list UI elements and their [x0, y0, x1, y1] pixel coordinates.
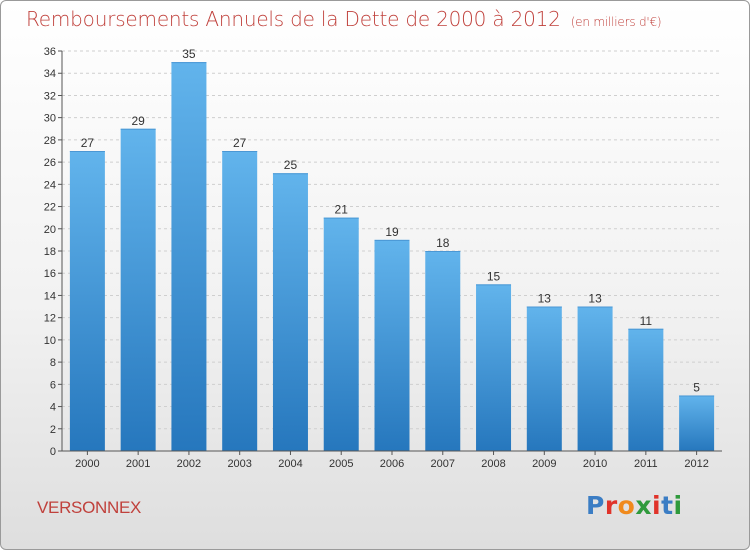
x-tick-label: 2011 — [634, 458, 658, 470]
bar-2011 — [628, 328, 664, 451]
y-tick-label: 34 — [44, 68, 56, 80]
x-tick-label: 2008 — [481, 458, 505, 470]
y-tick-label: 26 — [44, 157, 56, 169]
bar-2010 — [577, 306, 613, 451]
logo-letter: o — [617, 491, 636, 520]
data-label: 5 — [693, 380, 700, 394]
y-tick-label: 16 — [44, 268, 56, 280]
y-tick-label: 18 — [44, 246, 56, 258]
y-tick-label: 6 — [50, 379, 56, 391]
y-tick-label: 12 — [44, 313, 56, 325]
data-label: 18 — [436, 236, 450, 250]
data-label: 13 — [538, 292, 552, 306]
bar-2012 — [679, 395, 715, 451]
bar-2002 — [171, 62, 207, 451]
data-label: 25 — [284, 158, 298, 172]
data-label: 19 — [385, 225, 399, 239]
data-label: 13 — [588, 292, 602, 306]
data-label: 27 — [81, 136, 95, 150]
x-tick-label: 2009 — [532, 458, 556, 470]
data-label: 27 — [233, 136, 247, 150]
y-tick-label: 2 — [50, 424, 56, 436]
y-tick-label: 4 — [50, 402, 56, 414]
chart-subtitle: (en milliers d'€) — [570, 15, 662, 29]
y-tick-label: 28 — [44, 135, 56, 147]
y-tick-label: 20 — [44, 224, 56, 236]
y-tick-label: 22 — [44, 202, 56, 214]
chart-title: Remboursements Annuels de la Dette de 20… — [26, 7, 662, 31]
bar-2008 — [476, 284, 512, 451]
y-tick-label: 36 — [44, 46, 56, 58]
bar-2001 — [120, 128, 156, 451]
bar-2004 — [272, 173, 308, 451]
logo-letter: t — [661, 491, 674, 520]
commune-name: VERSONNEX — [37, 498, 142, 517]
x-tick-label: 2003 — [227, 458, 251, 470]
y-tick-label: 24 — [44, 179, 56, 191]
y-tick-label: 14 — [44, 290, 56, 302]
data-label: 21 — [335, 203, 349, 217]
x-tick-label: 2010 — [583, 458, 607, 470]
bar-2003 — [222, 151, 258, 451]
bar-2009 — [526, 306, 562, 451]
proxiti-logo: Proxiti — [586, 491, 683, 520]
y-tick-label: 30 — [44, 113, 56, 125]
bar-2000 — [69, 151, 105, 451]
data-label: 35 — [182, 47, 196, 61]
logo-letter: x — [635, 491, 652, 520]
chart-title-text: Remboursements Annuels de la Dette de 20… — [26, 7, 561, 31]
x-tick-label: 2005 — [329, 458, 353, 470]
x-tick-label: 2007 — [431, 458, 455, 470]
bar-2006 — [374, 239, 410, 451]
x-tick-label: 2006 — [380, 458, 404, 470]
y-tick-label: 10 — [44, 335, 56, 347]
bars: 27 29 35 27 25 21 19 18 15 13 13 11 5 — [69, 47, 715, 451]
logo-letter: r — [604, 491, 618, 520]
data-label: 29 — [131, 114, 145, 128]
x-tick-label: 2002 — [177, 458, 201, 470]
y-tick-label: 8 — [50, 357, 56, 369]
logo-letter: i — [652, 491, 662, 520]
logo-letter: i — [673, 491, 683, 520]
x-tick-label: 2000 — [75, 458, 99, 470]
data-label: 11 — [640, 314, 653, 328]
y-tick-label: 32 — [44, 90, 56, 102]
bar-2005 — [323, 217, 359, 451]
data-label: 15 — [487, 269, 501, 283]
x-tick-label: 2001 — [126, 458, 150, 470]
y-tick-label: 0 — [50, 446, 56, 458]
x-tick-label: 2004 — [278, 458, 302, 470]
x-tick-label: 2012 — [684, 458, 708, 470]
bar-2007 — [425, 251, 461, 451]
logo-letter: P — [586, 491, 605, 520]
